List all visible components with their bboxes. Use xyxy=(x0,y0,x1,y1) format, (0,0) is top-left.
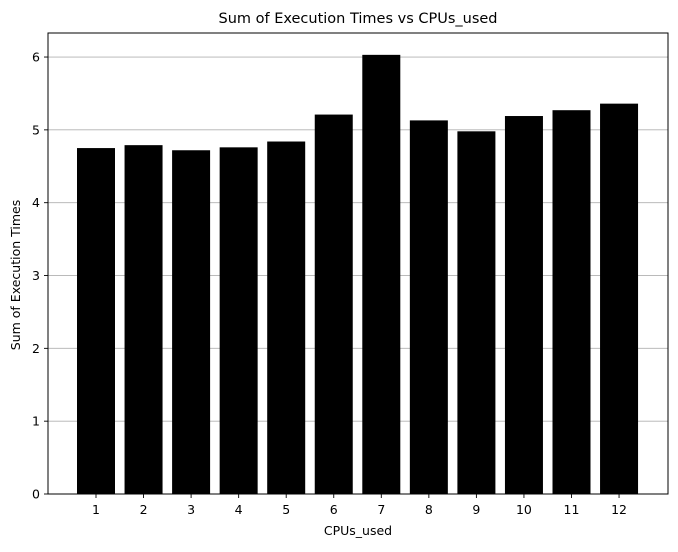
bar-5 xyxy=(267,141,306,494)
x-tick-label: 6 xyxy=(330,502,338,517)
x-tick-label: 10 xyxy=(516,502,532,517)
bar-9 xyxy=(457,131,496,494)
chart-title: Sum of Execution Times vs CPUs_used xyxy=(218,11,497,27)
y-tick-label: 5 xyxy=(32,122,40,137)
x-tick-label: 11 xyxy=(564,502,580,517)
x-tick-label: 4 xyxy=(235,502,243,517)
y-tick-label: 2 xyxy=(32,341,40,356)
y-tick-labels: 0 1 2 3 4 5 6 xyxy=(32,50,40,502)
x-tick-label: 12 xyxy=(611,502,627,517)
x-tick-labels: 1 2 3 4 5 6 7 8 9 10 11 12 xyxy=(92,502,627,517)
bar-4 xyxy=(219,147,258,494)
bar-10 xyxy=(504,116,543,495)
y-tick-label: 6 xyxy=(32,50,40,65)
x-tick-label: 2 xyxy=(140,502,148,517)
x-axis-label: CPUs_used xyxy=(324,523,392,538)
x-tick-label: 9 xyxy=(472,502,480,517)
bars xyxy=(77,54,639,495)
bar-3 xyxy=(172,150,211,495)
bar-2 xyxy=(124,145,163,494)
axes xyxy=(44,32,669,498)
y-tick-label: 4 xyxy=(32,195,40,210)
y-tick-label: 0 xyxy=(32,487,40,502)
x-tick-label: 8 xyxy=(425,502,433,517)
bar-11 xyxy=(552,110,591,494)
y-tick-label: 3 xyxy=(32,268,40,283)
bar-1 xyxy=(77,148,115,494)
x-tick-label: 7 xyxy=(377,502,385,517)
x-tick-label: 5 xyxy=(282,502,290,517)
x-tick-label: 1 xyxy=(92,502,100,517)
bar-12 xyxy=(600,103,639,494)
x-tick-label: 3 xyxy=(187,502,195,517)
y-axis-label: Sum of Execution Times xyxy=(8,200,23,350)
y-tick-label: 1 xyxy=(32,414,40,429)
bar-8 xyxy=(409,120,448,494)
bar-7 xyxy=(362,54,401,495)
plot-frame xyxy=(47,32,669,495)
bar-6 xyxy=(314,114,353,494)
